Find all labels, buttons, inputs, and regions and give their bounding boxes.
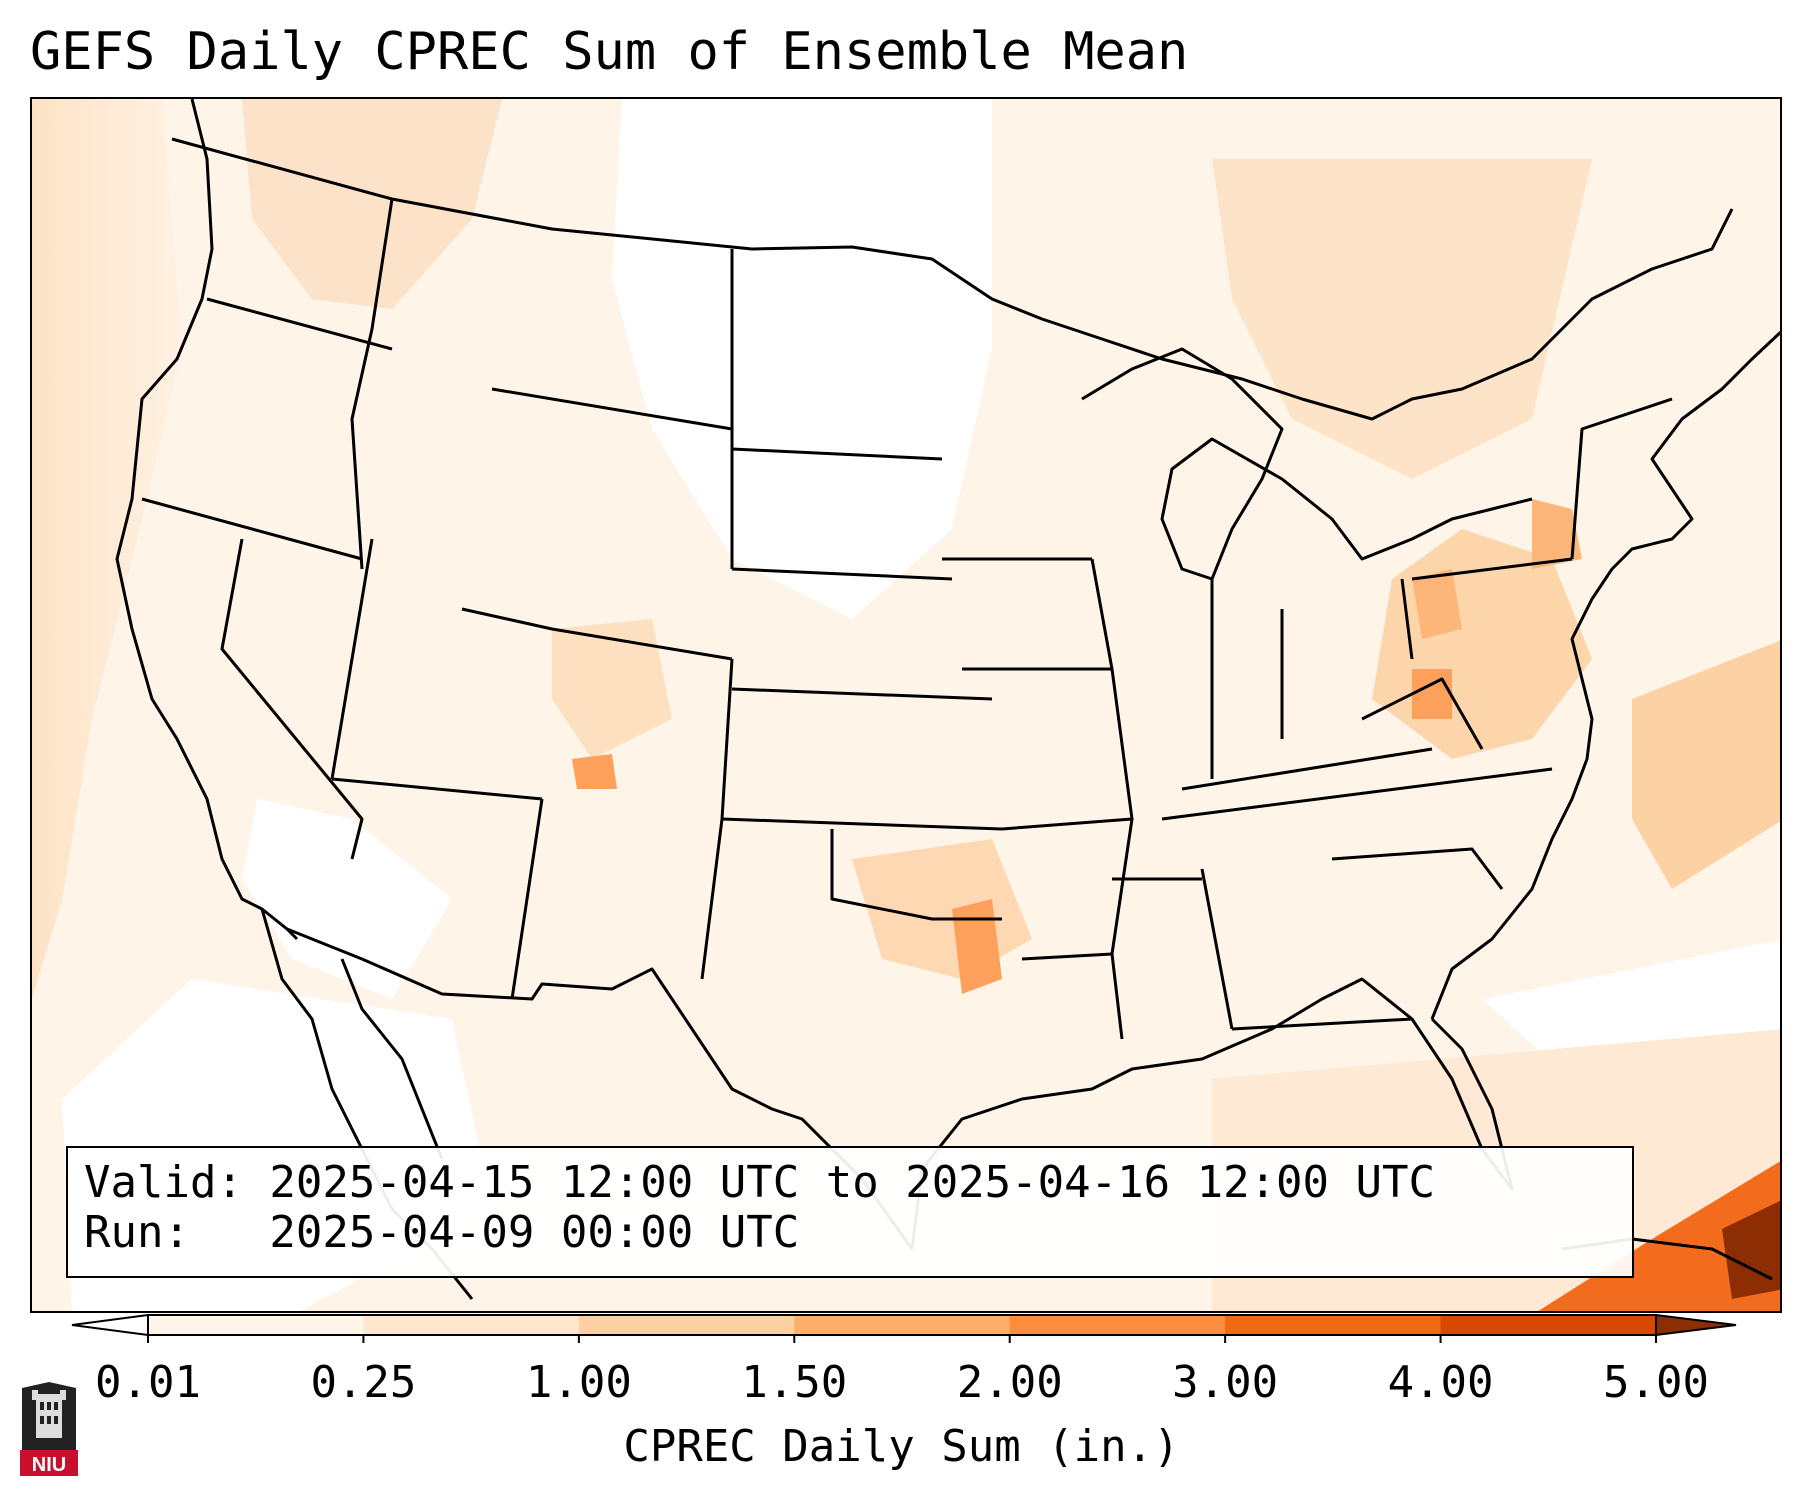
baja-coastline [340, 958, 444, 1160]
atlantic-shade [1632, 640, 1780, 889]
state-border-id [350, 198, 394, 570]
colorbar-segments [71, 1313, 1737, 1337]
niu-logo-icon: NIU [20, 1382, 78, 1476]
ok-rain-spot [952, 899, 1002, 994]
colorbar-under-triangle [71, 1313, 149, 1337]
state-border-az-nm [510, 798, 544, 1000]
state-border-oh-pa [1400, 578, 1414, 660]
colorbar-tick-label: 1.50 [741, 1357, 848, 1408]
state-border-ut-co [461, 607, 733, 661]
colorbar-segment [1225, 1315, 1442, 1335]
state-border-ne-ks [731, 687, 993, 701]
colorbar-ticks [147, 1335, 1657, 1343]
logo-tower [32, 1390, 66, 1438]
ny-rain-spot [1532, 499, 1582, 569]
map-borders [115, 99, 1780, 1300]
valid-time-text: Valid: 2025-04-15 12:00 UTC to 2025-04-1… [84, 1157, 1436, 1208]
state-border-tn [1161, 767, 1553, 821]
logo-text: NIU [32, 1454, 66, 1476]
state-border-ms-river [1090, 558, 1134, 1040]
us-west-coastline [115, 99, 299, 941]
colorbar-segment [148, 1315, 364, 1335]
colorbar-segment [363, 1315, 580, 1335]
northwest-shade [242, 99, 502, 309]
map-title: GEFS Daily CPREC Sum of Ensemble Mean [30, 22, 1189, 82]
precip-map [32, 99, 1780, 1311]
colorbar-over-triangle [1655, 1313, 1737, 1337]
state-border-nv-ut [330, 538, 374, 780]
state-border-or-ca [141, 497, 363, 561]
state-border-mt-wy [491, 387, 733, 431]
colorbar-segment [578, 1315, 795, 1335]
state-border-ks-ok [721, 817, 1003, 831]
colorado-shade [552, 619, 672, 759]
state-border-ut-az [331, 777, 543, 801]
state-border-ok-tx [830, 829, 1002, 921]
wv-rain-spot [1412, 669, 1452, 719]
state-border-nm-tx [700, 818, 724, 980]
state-border-ga-fl [1231, 1017, 1413, 1031]
us-mexico-border [286, 927, 914, 1250]
state-border-co-ks [720, 658, 734, 820]
state-border-al-ga [1200, 868, 1234, 1030]
map-panel [30, 97, 1782, 1313]
state-border-ar-la [1021, 952, 1113, 961]
colorbar [71, 1313, 1737, 1343]
state-border-pa-ny [1411, 557, 1573, 581]
state-border-sd-ne [731, 567, 953, 581]
state-border-mo-ar [1001, 817, 1133, 831]
colorbar-tick-label: 3.00 [1172, 1357, 1279, 1408]
plains-dry-area [612, 99, 992, 619]
state-border-ne-states [1570, 397, 1673, 560]
pa-rain-spot [1412, 569, 1462, 639]
co-rain-spot [572, 754, 617, 789]
colorbar-tick-label: 4.00 [1387, 1357, 1494, 1408]
run-time-text: Run: 2025-04-09 00:00 UTC [84, 1207, 800, 1258]
state-border-nc-sc [1331, 847, 1504, 890]
pacific-shade [32, 99, 182, 999]
validity-info-box: Valid: 2025-04-15 12:00 UTC to 2025-04-1… [66, 1146, 1634, 1278]
great-lakes-outline [1081, 347, 1533, 581]
logo-banner [20, 1450, 78, 1476]
colorbar-tick-label: 0.25 [310, 1357, 417, 1408]
east-coastline [1430, 330, 1780, 1020]
state-border-nd-sd [731, 447, 943, 461]
colorbar-tick-label: 0.01 [95, 1357, 201, 1408]
state-border-ky-tn [1181, 747, 1433, 791]
colorbar-label: CPREC Daily Sum (in.) [623, 1421, 1180, 1472]
colorbar-outline [147, 1314, 1657, 1336]
colorbar-tick-label: 1.00 [525, 1357, 632, 1408]
colorbar-segment [1009, 1315, 1226, 1335]
us-canada-border [171, 137, 1734, 421]
colorbar-segment [1440, 1315, 1657, 1335]
colorbar-segment [794, 1315, 1011, 1335]
state-border-wv-va [1361, 677, 1484, 750]
colorbar-tick-label: 2.00 [956, 1357, 1063, 1408]
state-border-wa-or [206, 297, 393, 351]
state-border-ca-nv [220, 538, 364, 860]
southwest-dry-area [242, 799, 452, 999]
logo-windows [40, 1402, 58, 1424]
colorbar-tick-label: 5.00 [1603, 1357, 1709, 1408]
